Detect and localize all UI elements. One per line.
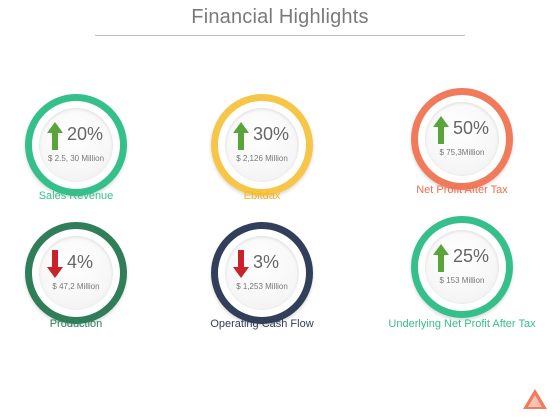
metric-label: Ebitdax [243,190,281,202]
metric-circle: 4% $ 47,2 Million [39,236,113,310]
metric-label: Production [49,318,103,330]
triangle-icon [522,388,548,410]
metric-card: 3% $ 1,253 Million Operating Cash Flow [172,222,352,362]
metric-ring: 4% $ 47,2 Million [25,222,127,324]
metric-ring: 3% $ 1,253 Million [211,222,313,324]
title-divider [95,35,465,36]
metric-label: Operating Cash Flow [210,318,314,330]
metric-amount: $ 2,126 Million [236,154,288,163]
metric-label: Net Profit After Tax [416,184,508,196]
metric-amount: $ 1,253 Million [236,282,288,291]
metric-ring: 30% $ 2,126 Million [211,94,313,196]
metric-percent: 3% [253,252,280,272]
metric-card: 50% $ 75,3Million Net Profit After Tax [372,88,552,228]
metric-amount: $ 2.5, 30 Million [47,154,105,163]
metric-amount: $ 153 Million [439,276,485,285]
metric-card: 25% $ 153 Million Underlying Net Profit … [372,216,552,356]
metric-circle: 20% $ 2.5, 30 Million [39,108,113,182]
metric-ring: 25% $ 153 Million [411,216,513,318]
metric-percent: 20% [67,124,104,144]
metric-card: 20% $ 2.5, 30 Million Sales Revenue [0,94,166,234]
arrow-up-icon [433,244,449,272]
metric-circle: 25% $ 153 Million [425,230,499,304]
page-title: Financial Highlights [191,6,369,28]
metric-label: Underlying Net Profit After Tax [388,318,536,330]
metric-circle: 50% $ 75,3Million [425,102,499,176]
arrow-up-icon [233,122,249,150]
metric-card: 4% $ 47,2 Million Production [0,222,166,362]
triangle-icon-svg [523,389,547,409]
arrow-down-icon [233,250,249,278]
arrow-down-icon [47,250,63,278]
arrow-up-icon [433,116,449,144]
arrow-up-icon [47,122,63,150]
metric-circle: 30% $ 2,126 Million [225,108,299,182]
metric-circle: 3% $ 1,253 Million [225,236,299,310]
metric-label: Sales Revenue [38,190,114,202]
metric-amount: $ 75,3Million [439,148,485,157]
metric-card: 30% $ 2,126 Million Ebitdax [172,94,352,234]
metric-amount: $ 47,2 Million [52,282,100,291]
metric-ring: 50% $ 75,3Million [411,88,513,190]
metric-percent: 4% [67,252,94,272]
metric-percent: 25% [453,246,490,266]
metric-percent: 30% [253,124,290,144]
metric-ring: 20% $ 2.5, 30 Million [25,94,127,196]
metric-percent: 50% [453,118,490,138]
